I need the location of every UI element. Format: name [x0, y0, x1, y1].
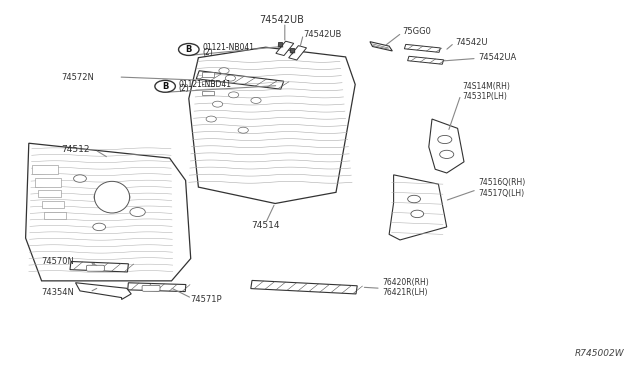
Bar [44, 212, 66, 219]
Circle shape [74, 175, 86, 182]
Polygon shape [189, 47, 355, 203]
Circle shape [228, 92, 239, 98]
Text: 01121-NB041: 01121-NB041 [202, 43, 254, 52]
Circle shape [411, 210, 424, 218]
Ellipse shape [95, 182, 129, 213]
Circle shape [408, 195, 420, 203]
Bar [32, 164, 58, 174]
Text: 74542UB: 74542UB [259, 16, 304, 25]
Circle shape [440, 150, 454, 158]
Bar [202, 81, 214, 86]
Polygon shape [76, 283, 131, 299]
Text: 75GG0: 75GG0 [402, 27, 431, 36]
Text: 76420R(RH)
76421R(LH): 76420R(RH) 76421R(LH) [383, 278, 429, 297]
Bar [35, 178, 61, 187]
Polygon shape [289, 46, 307, 60]
Bar [202, 91, 214, 95]
Polygon shape [196, 71, 284, 89]
Text: 74354N: 74354N [42, 288, 74, 296]
Circle shape [93, 223, 106, 231]
Text: 01121-NBD41: 01121-NBD41 [179, 80, 232, 89]
Text: 74570N: 74570N [42, 257, 74, 266]
Text: 74572N: 74572N [61, 73, 93, 81]
FancyBboxPatch shape [86, 265, 104, 271]
Text: (2): (2) [202, 48, 213, 57]
Text: 74514: 74514 [252, 221, 280, 230]
Polygon shape [389, 175, 447, 240]
Circle shape [206, 116, 216, 122]
Circle shape [251, 97, 261, 103]
Text: 74516Q(RH)
74517Q(LH): 74516Q(RH) 74517Q(LH) [478, 178, 525, 198]
Polygon shape [429, 119, 464, 173]
Polygon shape [26, 143, 191, 281]
Text: 74571P: 74571P [191, 295, 222, 304]
Circle shape [238, 127, 248, 133]
Polygon shape [404, 44, 440, 52]
Text: (2): (2) [179, 84, 189, 93]
Circle shape [179, 44, 199, 55]
Text: 74S14M(RH)
74531P(LH): 74S14M(RH) 74531P(LH) [462, 82, 510, 101]
Polygon shape [276, 41, 294, 55]
Polygon shape [251, 280, 357, 294]
Polygon shape [128, 283, 186, 292]
Text: 74542UA: 74542UA [478, 53, 516, 62]
Circle shape [130, 208, 145, 217]
Text: B: B [162, 82, 168, 91]
Circle shape [94, 187, 130, 208]
Text: 74542UB: 74542UB [303, 30, 342, 39]
Circle shape [155, 80, 175, 92]
Polygon shape [408, 56, 444, 64]
Bar [42, 201, 64, 208]
Circle shape [219, 68, 229, 74]
Bar [38, 190, 61, 197]
Circle shape [212, 101, 223, 107]
FancyBboxPatch shape [142, 285, 160, 291]
Polygon shape [70, 262, 129, 272]
Circle shape [438, 135, 452, 144]
Text: 74512: 74512 [61, 145, 90, 154]
Text: B: B [186, 45, 192, 54]
Text: R745002W: R745002W [574, 349, 624, 358]
Polygon shape [370, 42, 392, 51]
Circle shape [225, 75, 236, 81]
Text: 74542U: 74542U [456, 38, 488, 46]
Bar [202, 72, 214, 77]
